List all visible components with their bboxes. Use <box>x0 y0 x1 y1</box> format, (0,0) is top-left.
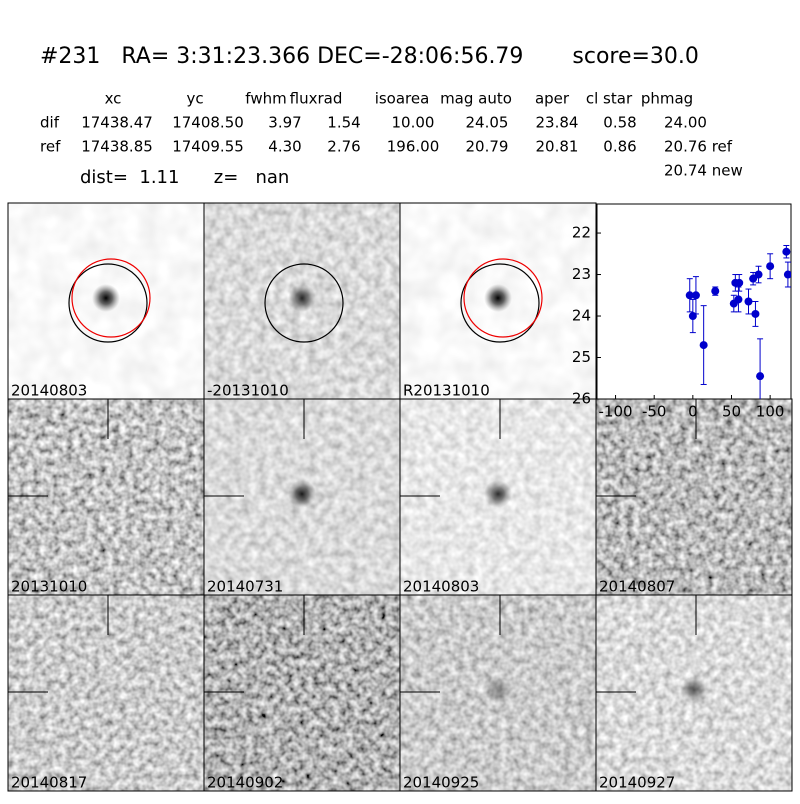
ref-circle <box>71 258 151 338</box>
table-cell: 1.54 <box>327 114 360 132</box>
table-cell: 0.58 <box>603 114 636 132</box>
stamp-image <box>8 595 204 791</box>
stamp-label: 20140817 <box>11 774 87 792</box>
point <box>685 291 694 300</box>
point <box>754 270 763 279</box>
table-cell: 10.00 <box>392 114 435 132</box>
stamp-label: 20140925 <box>403 774 479 792</box>
source <box>484 676 512 704</box>
column-header: fluxrad <box>290 90 343 108</box>
point <box>711 287 720 296</box>
y-tick-label: 26 <box>572 390 591 408</box>
source <box>484 284 512 312</box>
stamp: 20140927 <box>595 594 793 792</box>
column-header: mag auto <box>440 90 512 108</box>
x-tick-label: 50 <box>722 403 741 421</box>
dist-line: dist= 1.11 z= nan <box>80 167 289 188</box>
table-cell: 20.79 <box>466 138 509 156</box>
source <box>92 284 120 312</box>
stamp-label: 20140927 <box>599 774 675 792</box>
table-cell: 17408.50 <box>172 114 244 132</box>
table-cell: 17438.85 <box>81 138 153 156</box>
y-tick-label: 24 <box>572 307 591 325</box>
point <box>756 372 765 381</box>
stamp-image <box>204 595 400 791</box>
column-header: cl star <box>586 90 633 108</box>
table-cell: 20.76 ref <box>664 138 733 156</box>
point <box>735 278 744 287</box>
y-tick-label: 23 <box>572 265 591 283</box>
stamp-label: 20140803 <box>11 382 87 400</box>
stamp-label: 20140807 <box>599 578 675 596</box>
source <box>288 480 316 508</box>
table-extra: 20.74 new <box>664 162 743 180</box>
stamp-label: -20131010 <box>207 382 289 400</box>
stamp: 20140902 <box>203 594 401 792</box>
stamp-label: 20140803 <box>403 578 479 596</box>
column-header: xc <box>105 90 122 108</box>
column-header: aper <box>535 90 570 108</box>
column-header: yc <box>186 90 203 108</box>
point <box>744 297 753 306</box>
row-label: ref <box>40 138 61 156</box>
stamp-frame <box>595 594 793 792</box>
table-cell: 3.97 <box>268 114 301 132</box>
x-tick-label: 100 <box>756 403 785 421</box>
stamp: 20140807 <box>595 398 793 596</box>
stamp: R20131010 <box>399 202 597 400</box>
stamp: 20140803 <box>7 202 205 400</box>
stamp-label: 20131010 <box>11 578 87 596</box>
x-tick-label: -100 <box>599 403 633 421</box>
ref-circle <box>463 258 543 338</box>
column-header: phmag <box>641 90 693 108</box>
stamp: 20140925 <box>399 594 597 792</box>
row-label: dif <box>40 114 60 132</box>
table-cell: 23.84 <box>536 114 579 132</box>
table-cell: 0.86 <box>603 138 636 156</box>
aperture-circle <box>264 263 344 343</box>
stamp-label: 20140902 <box>207 774 283 792</box>
table-cell: 17438.47 <box>81 114 153 132</box>
source <box>288 284 316 312</box>
aperture-circle <box>68 263 148 343</box>
title: #231 RA= 3:31:23.366 DEC=-28:06:56.79 sc… <box>40 44 699 69</box>
table-cell: 2.76 <box>327 138 360 156</box>
point <box>699 341 708 350</box>
source <box>680 676 708 704</box>
table-cell: 20.81 <box>536 138 579 156</box>
x-tick-label: 0 <box>688 403 698 421</box>
point <box>751 309 760 318</box>
point <box>691 291 700 300</box>
aperture-circle <box>460 263 540 343</box>
plot-area <box>596 203 792 400</box>
table-cell: 196.00 <box>387 138 440 156</box>
table-cell: 24.00 <box>664 114 707 132</box>
series <box>685 244 791 399</box>
table-cell: 17409.55 <box>172 138 244 156</box>
source <box>484 480 512 508</box>
y-tick-label: 25 <box>572 348 591 366</box>
stamp: -20131010 <box>203 202 401 400</box>
stamp-image <box>596 399 792 595</box>
table-cell: 24.05 <box>466 114 509 132</box>
point <box>783 270 791 279</box>
point <box>766 262 775 271</box>
x-tick-label: -50 <box>642 403 667 421</box>
column-header: isoarea <box>375 90 430 108</box>
point <box>749 274 758 283</box>
point <box>782 247 791 256</box>
stamp-label: 20140731 <box>207 578 283 596</box>
stamp: 20140817 <box>7 594 205 792</box>
stamp-image <box>8 399 204 595</box>
point <box>734 295 743 304</box>
stamp-label: R20131010 <box>403 382 490 400</box>
stamp: 20131010 <box>7 398 205 596</box>
y-tick-label: 22 <box>572 224 591 242</box>
column-header: fwhm <box>245 90 286 108</box>
table-cell: 4.30 <box>268 138 301 156</box>
stamp: 20140731 <box>203 398 401 596</box>
stamp: 20140803 <box>399 398 597 596</box>
